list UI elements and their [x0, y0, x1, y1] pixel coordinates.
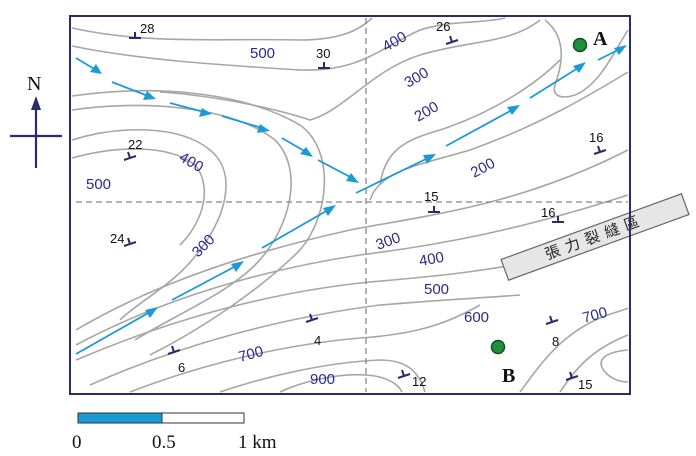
contour-line: [219, 359, 426, 393]
flow-arrowhead: [90, 64, 102, 74]
dip-label: 24: [110, 231, 124, 246]
contour-line: [71, 104, 292, 341]
tension-crack-zone: 張力裂縫區: [500, 193, 690, 281]
contour-line: [89, 294, 521, 386]
dip-label: 22: [128, 137, 142, 152]
flow-arrowhead: [143, 91, 156, 100]
flow-arrowhead: [145, 307, 158, 318]
flow-arrowhead: [614, 45, 627, 55]
contour-label: 300: [189, 231, 219, 261]
scale-bar-segment-filled: [77, 412, 163, 424]
well-b-label: B: [502, 365, 515, 387]
north-label: N: [27, 73, 41, 95]
contour-line: [559, 334, 629, 393]
dip-label: 12: [412, 374, 426, 389]
flow-arrow: [317, 159, 353, 179]
flow-arrow: [597, 49, 619, 61]
contour-label: 500: [250, 45, 275, 62]
scale-tick-label: 0: [72, 432, 82, 453]
flow-arrowhead: [346, 173, 359, 183]
contour-line: [279, 373, 403, 393]
flow-arrowhead: [257, 124, 270, 133]
flow-arrow: [169, 102, 205, 113]
dip-label: 26: [436, 19, 450, 34]
contour-line: [71, 17, 373, 41]
flow-arrow: [221, 115, 263, 129]
north-arrow: N: [10, 73, 62, 168]
flow-arrow: [261, 209, 329, 249]
contour-line: [75, 254, 561, 361]
well-b-marker: [490, 339, 506, 355]
contour-line: [379, 59, 561, 186]
dip-label: 16: [541, 205, 555, 220]
flow-arrow: [355, 157, 429, 194]
flow-arrow: [445, 109, 513, 147]
dip-label: 15: [578, 377, 592, 392]
contour-label: 200: [468, 155, 498, 182]
well-a-label: A: [593, 28, 608, 50]
flow-arrowhead: [199, 108, 212, 117]
dip-label: 28: [140, 21, 154, 36]
contour-label: 400: [176, 149, 206, 176]
flow-arrows: [75, 45, 627, 355]
flow-arrow: [529, 67, 579, 99]
contour-label: 300: [402, 64, 432, 91]
contour-label: 900: [310, 371, 335, 388]
dip-label: 6: [178, 360, 185, 375]
well-a-marker: [572, 37, 588, 53]
contour-line: [129, 304, 481, 393]
flow-arrowhead: [300, 147, 313, 157]
scale-tick-label: 0.5: [152, 432, 176, 453]
flow-arrowhead: [507, 105, 520, 115]
contour-label: 700: [581, 304, 610, 327]
flow-arrowhead: [573, 62, 586, 73]
dip-label: 15: [424, 189, 438, 204]
contour-line: [600, 349, 629, 383]
dip-label: 8: [552, 334, 559, 349]
flow-arrowhead: [231, 261, 244, 272]
contour-line: [519, 307, 629, 393]
dip-label: 30: [316, 46, 330, 61]
scale-bar-segment-empty: [161, 412, 245, 424]
flow-arrowhead: [323, 205, 336, 216]
contour-line: [71, 148, 206, 246]
tension-crack-zone-box: [500, 193, 690, 281]
contour-line: [71, 17, 506, 71]
contour-line: [75, 149, 629, 331]
scale-tick-label: 1 km: [238, 432, 277, 453]
contour-label: 400: [418, 249, 446, 270]
contour-label: 700: [237, 343, 266, 366]
contour-line: [544, 19, 629, 98]
flow-arrow: [171, 265, 237, 301]
contour-label: 200: [412, 98, 442, 125]
dip-label: 16: [589, 130, 603, 145]
contour-line: [159, 19, 541, 121]
contour-label: 500: [86, 176, 111, 193]
contour-label: 500: [424, 281, 449, 298]
north-arrow-head: [31, 96, 41, 110]
dip-label: 4: [314, 333, 321, 348]
contour-label: 400: [380, 28, 410, 55]
flow-arrowhead: [423, 154, 436, 164]
contour-label: 600: [464, 309, 489, 326]
flow-arrow: [75, 57, 97, 71]
flow-arrow: [281, 137, 307, 153]
map-frame: [69, 15, 631, 395]
contour-labels: 500 400 300 200 200 400 500 300 300 400 …: [86, 28, 609, 388]
flow-arrow: [75, 311, 151, 355]
dip-symbols: 28 30 26 22 16 15 16 24 4 6 12 8 15: [110, 19, 607, 392]
flow-arrow: [111, 81, 149, 97]
scale-bar: 0 0.5 1 km: [72, 412, 277, 453]
